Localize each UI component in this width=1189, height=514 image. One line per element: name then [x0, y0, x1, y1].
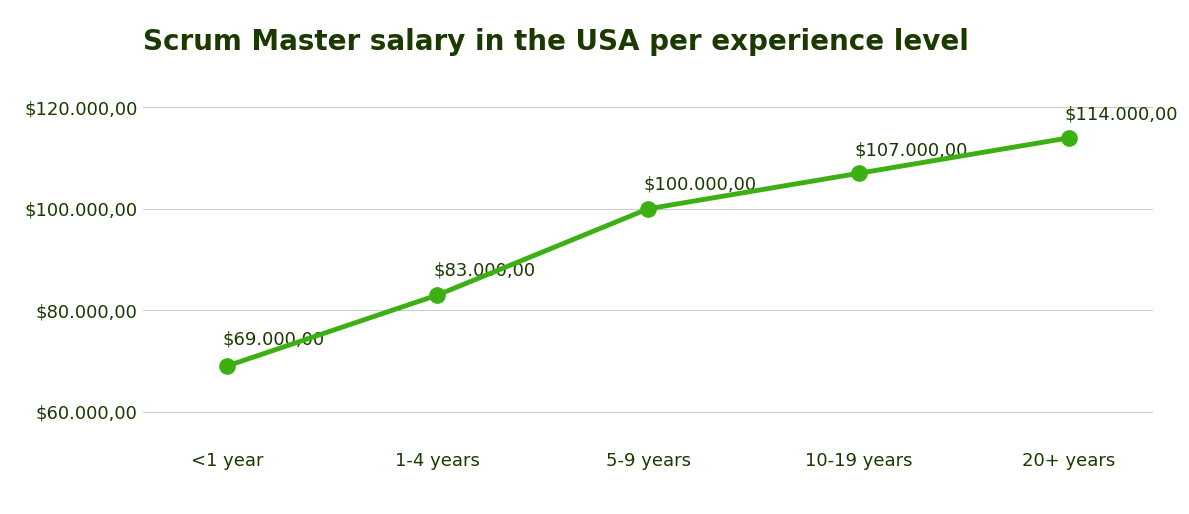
Text: $114.000,00: $114.000,00	[1065, 105, 1178, 124]
Text: Scrum Master salary in the USA per experience level: Scrum Master salary in the USA per exper…	[143, 28, 969, 56]
Text: $83.000,00: $83.000,00	[433, 262, 535, 280]
Text: $107.000,00: $107.000,00	[855, 141, 968, 159]
Text: $69.000,00: $69.000,00	[222, 331, 325, 348]
Text: $100.000,00: $100.000,00	[643, 176, 757, 194]
